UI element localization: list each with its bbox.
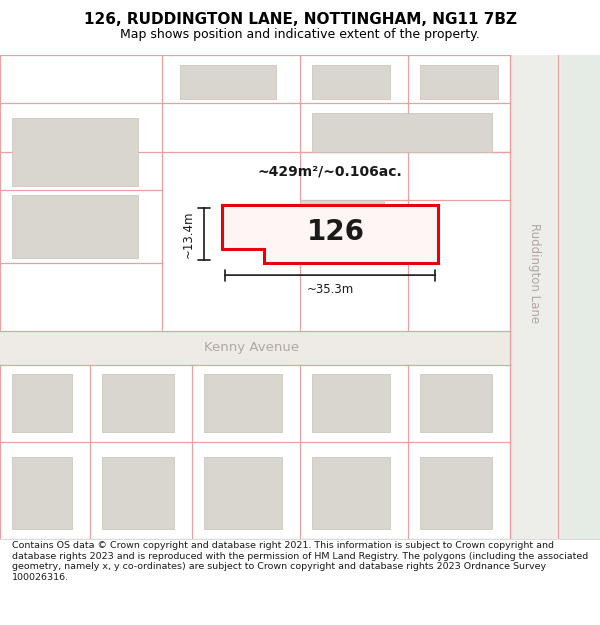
Text: ~35.3m: ~35.3m	[307, 283, 353, 296]
Text: Contains OS data © Crown copyright and database right 2021. This information is : Contains OS data © Crown copyright and d…	[12, 541, 588, 581]
Text: Map shows position and indicative extent of the property.: Map shows position and indicative extent…	[120, 28, 480, 41]
Text: 126, RUDDINGTON LANE, NOTTINGHAM, NG11 7BZ: 126, RUDDINGTON LANE, NOTTINGHAM, NG11 7…	[83, 12, 517, 27]
Bar	[420, 374, 492, 432]
Bar	[102, 456, 174, 529]
Bar	[312, 456, 390, 529]
Bar	[420, 456, 492, 529]
Text: Kenny Avenue: Kenny Avenue	[205, 341, 299, 354]
Bar	[0, 331, 510, 364]
Bar	[204, 374, 282, 432]
Bar	[510, 55, 600, 539]
Bar	[12, 195, 138, 258]
Bar	[12, 456, 72, 529]
Bar	[312, 64, 390, 99]
Bar	[300, 200, 384, 249]
Text: 126: 126	[307, 217, 365, 246]
Bar	[204, 456, 282, 529]
Bar	[312, 113, 492, 152]
Bar	[420, 64, 498, 99]
Bar	[12, 374, 72, 432]
Text: ~13.4m: ~13.4m	[182, 210, 195, 258]
Bar	[180, 64, 276, 99]
Bar	[12, 118, 138, 186]
Text: ~429m²/~0.106ac.: ~429m²/~0.106ac.	[257, 164, 403, 178]
Bar	[513, 55, 561, 539]
Bar	[312, 374, 390, 432]
Text: Ruddington Lane: Ruddington Lane	[527, 222, 541, 322]
Bar	[102, 374, 174, 432]
Polygon shape	[222, 205, 438, 263]
